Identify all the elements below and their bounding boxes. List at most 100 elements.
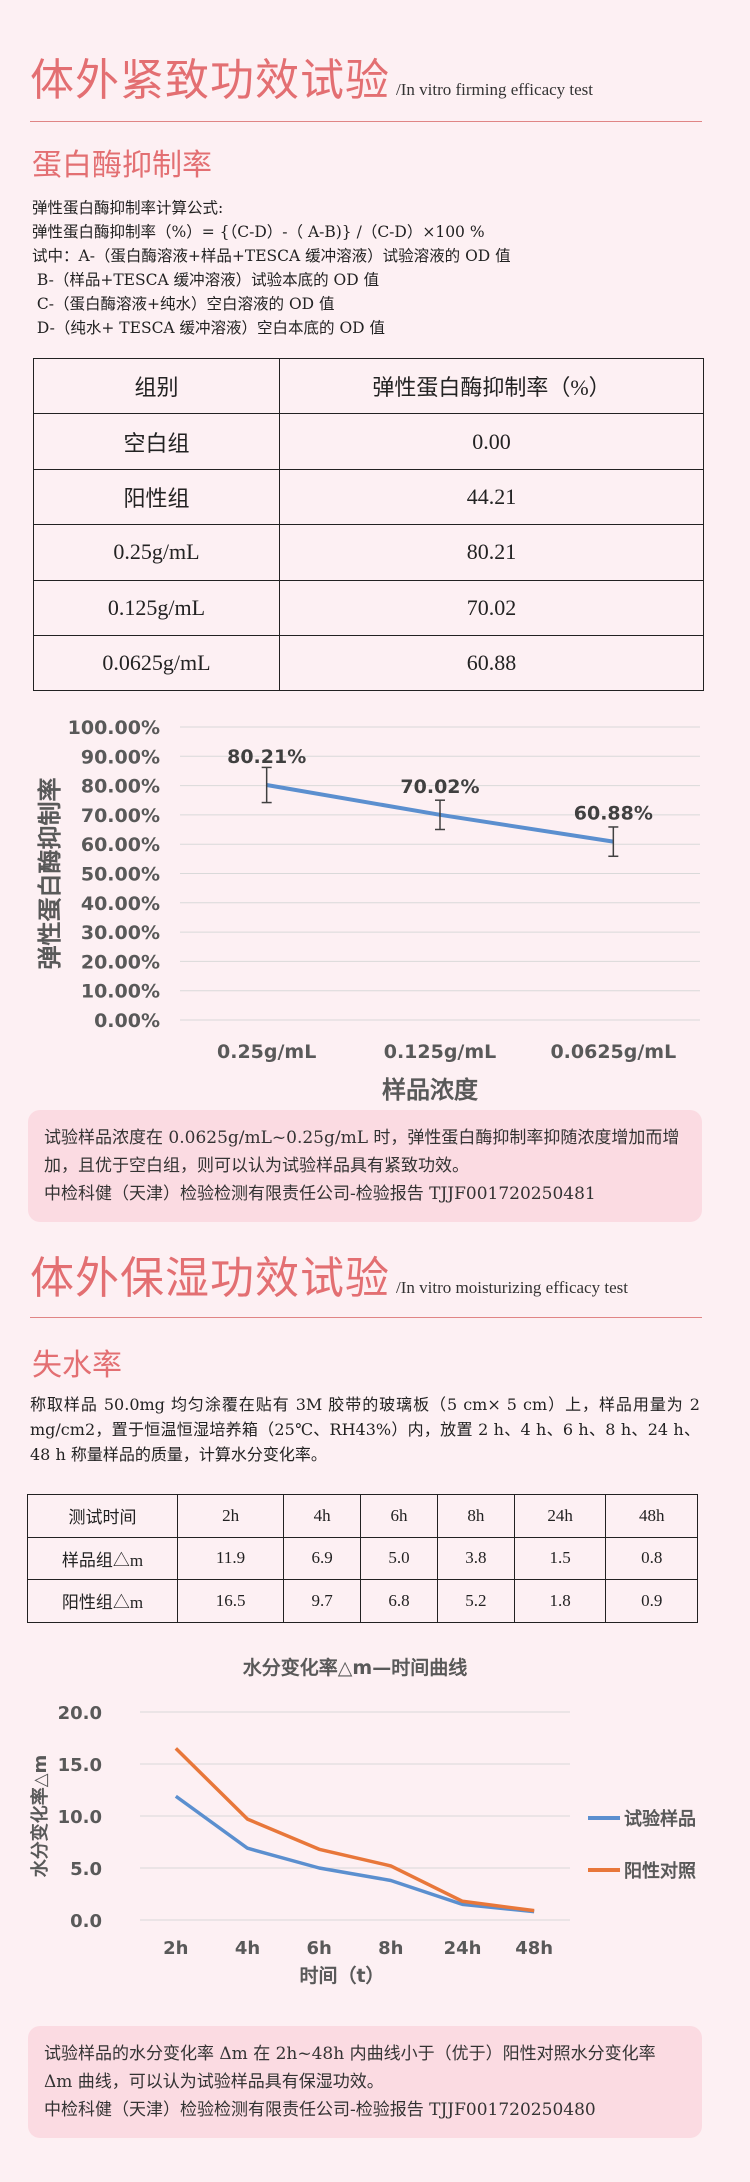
- inhibition-chart: 0.00% 10.00% 20.00% 30.00% 40.00% 50.00% 60.00…: [36, 717, 700, 1104]
- water-change-chart: 水分变化率△m—时间曲线 0.0 5.0 10.0 15.0 20.0 2h 4h 6h 8h 24…: [29, 1656, 696, 1987]
- y-tick-label: 90.00%: [81, 746, 160, 768]
- table-cell: 1.5: [513, 1536, 607, 1580]
- x-axis-title: 样品浓度: [382, 1076, 479, 1104]
- y-axis-title: 水分变化率△m: [29, 1755, 51, 1878]
- y-tick-label: 80.00%: [81, 776, 160, 798]
- formula-line: B-（样品+TESCA 缓冲溶液）试验本底的 OD 值: [32, 271, 380, 289]
- table-cell: 60.88: [279, 634, 704, 692]
- data-label: 70.02%: [400, 776, 479, 798]
- x-tick-label: 0.0625g/mL: [550, 1041, 676, 1063]
- x-tick-label: 4h: [235, 1938, 260, 1959]
- table-cell: 0.25g/mL: [33, 524, 280, 581]
- table-cell: 0.8: [605, 1536, 698, 1580]
- x-tick-label: 8h: [378, 1938, 403, 1959]
- table-row: 0.0625g/mL 60.88: [33, 634, 704, 692]
- table-row: 0.125g/mL 70.02: [33, 579, 704, 636]
- table-cell: 5.2: [436, 1579, 515, 1623]
- inhibition-table: 组别 弹性蛋白酶抑制率（%） 空白组 0.00 阳性组 44.21 0.25g/…: [33, 357, 704, 692]
- y-tick-label: 60.00%: [81, 834, 160, 856]
- table-cell: 9.7: [283, 1579, 362, 1623]
- table-header-row: 测试时间 2h 4h 6h 8h 24h 48h: [27, 1494, 698, 1538]
- table-cell: 0.9: [605, 1579, 698, 1623]
- moisture-title: 体外保湿功效试验: [30, 1253, 390, 1304]
- y-tick-label: 5.0: [70, 1859, 102, 1880]
- table-cell: 阳性组△m: [27, 1579, 178, 1623]
- table-cell: 44.21: [279, 468, 704, 526]
- data-label: 60.88%: [574, 803, 653, 825]
- table-header-cell: 组别: [33, 357, 280, 415]
- x-tick-label: 24h: [444, 1938, 482, 1959]
- firming-subtitle: /In vitro firming efficacy test: [396, 80, 594, 99]
- table-header-cell: 2h: [176, 1494, 285, 1538]
- table-cell: 0.125g/mL: [33, 579, 280, 636]
- y-axis-title: 弹性蛋白酶抑制率: [36, 778, 64, 970]
- table-cell: 5.0: [360, 1536, 438, 1580]
- chart-title: 水分变化率△m—时间曲线: [243, 1656, 467, 1679]
- formula-line: 弹性蛋白酶抑制率计算公式:: [32, 199, 224, 217]
- table-header-cell: 24h: [513, 1494, 607, 1538]
- y-tick-label: 50.00%: [81, 864, 160, 886]
- formula-line: 弹性蛋白酶抑制率（%）= {（C-D）-（ A-B)} /（C-D）×100 %: [32, 223, 485, 241]
- water-change-table: 测试时间 2h 4h 6h 8h 24h 48h 样品组△m 11.9 6.9 …: [27, 1494, 698, 1623]
- table-cell: 阳性组: [33, 468, 280, 526]
- table-cell: 16.5: [176, 1579, 285, 1623]
- moisture-method-paragraph: 称取样品 50.0mg 均匀涂覆在贴有 3M 胶带的玻璃板（5 cm× 5 cm…: [30, 1395, 700, 1464]
- table-cell: 70.02: [279, 579, 704, 636]
- table-row: 阳性组 44.21: [33, 468, 704, 526]
- y-tick-label: 30.00%: [81, 922, 160, 944]
- y-tick-label: 10.0: [58, 1807, 102, 1828]
- conclusion-line: Δm 曲线，可以认为试验样品具有保湿功效。: [44, 2072, 384, 2092]
- formula-line: D-（纯水+ TESCA 缓冲溶液）空白本底的 OD 值: [32, 319, 386, 337]
- firming-section-header: 体外紧致功效试验/In vitro firming efficacy test: [30, 44, 702, 122]
- x-tick-label: 2h: [163, 1938, 188, 1959]
- table-cell: 11.9: [176, 1536, 285, 1580]
- series-line: [174, 1747, 535, 1913]
- water-loss-subtitle: 失水率: [32, 1348, 122, 1383]
- y-tick-label: 15.0: [58, 1755, 102, 1776]
- conclusion-line: 试验样品浓度在 0.0625g/mL~0.25g/mL 时，弹性蛋白酶抑制率抑随…: [44, 1128, 680, 1148]
- legend-label: 阳性对照: [624, 1860, 696, 1882]
- x-tick-label: 6h: [306, 1938, 331, 1959]
- moisture-section-header: 体外保湿功效试验/In vitro moisturizing efficacy …: [30, 1242, 702, 1318]
- table-cell: 0.0625g/mL: [33, 634, 280, 692]
- table-cell: 空白组: [33, 413, 280, 470]
- table-cell: 6.9: [283, 1536, 362, 1580]
- legend-label: 试验样品: [624, 1808, 696, 1830]
- table-cell: 0.00: [279, 413, 704, 470]
- y-tick-label: 10.00%: [81, 981, 160, 1003]
- y-tick-label: 0.0: [70, 1911, 102, 1932]
- y-tick-label: 0.00%: [94, 1010, 160, 1032]
- y-tick-label: 40.00%: [81, 893, 160, 915]
- table-header-cell: 48h: [605, 1494, 698, 1538]
- table-cell: 6.8: [360, 1579, 438, 1623]
- y-tick-label: 20.00%: [81, 951, 160, 973]
- conclusion-line: 中检科健（天津）检验检测有限责任公司-检验报告 TJJF001720250480: [44, 2100, 596, 2120]
- series-line: [174, 1794, 535, 1914]
- table-header-cell: 弹性蛋白酶抑制率（%）: [279, 357, 704, 415]
- table-header-cell: 测试时间: [27, 1494, 178, 1538]
- table-row: 阳性组△m 16.5 9.7 6.8 5.2 1.8 0.9: [27, 1579, 698, 1623]
- firming-title: 体外紧致功效试验: [30, 55, 390, 106]
- conclusion-line: 加，且优于空白组，则可以认为试验样品具有紧致功效。: [44, 1156, 469, 1176]
- x-tick-label: 48h: [515, 1938, 553, 1959]
- table-row: 样品组△m 11.9 6.9 5.0 3.8 1.5 0.8: [27, 1536, 698, 1580]
- x-tick-label: 0.25g/mL: [217, 1041, 316, 1063]
- moisture-conclusion-box: 试验样品的水分变化率 Δm 在 2h~48h 内曲线小于（优于）阳性对照水分变化…: [28, 2026, 702, 2138]
- formula-block: 弹性蛋白酶抑制率计算公式: 弹性蛋白酶抑制率（%）= {（C-D）-（ A-B)…: [32, 196, 511, 340]
- conclusion-line: 试验样品的水分变化率 Δm 在 2h~48h 内曲线小于（优于）阳性对照水分变化…: [44, 2044, 656, 2064]
- protease-subtitle: 蛋白酶抑制率: [32, 148, 212, 183]
- formula-line: 试中：A-（蛋白酶溶液+样品+TESCA 缓冲溶液）试验溶液的 OD 值: [32, 247, 511, 265]
- y-tick-label: 100.00%: [68, 717, 160, 739]
- formula-line: C-（蛋白酶溶液+纯水）空白溶液的 OD 值: [32, 295, 335, 313]
- firming-conclusion-box: 试验样品浓度在 0.0625g/mL~0.25g/mL 时，弹性蛋白酶抑制率抑随…: [28, 1110, 702, 1222]
- y-tick-label: 20.0: [58, 1703, 102, 1724]
- x-axis-title: 时间（t）: [299, 1964, 384, 1987]
- table-cell: 1.8: [513, 1579, 607, 1623]
- data-label: 80.21%: [227, 746, 306, 768]
- table-row: 空白组 0.00: [33, 413, 704, 470]
- table-header-cell: 4h: [283, 1494, 362, 1538]
- table-row: 0.25g/mL 80.21: [33, 524, 704, 581]
- table-header-row: 组别 弹性蛋白酶抑制率（%）: [33, 357, 704, 415]
- table-cell: 3.8: [436, 1536, 515, 1580]
- table-header-cell: 8h: [436, 1494, 515, 1538]
